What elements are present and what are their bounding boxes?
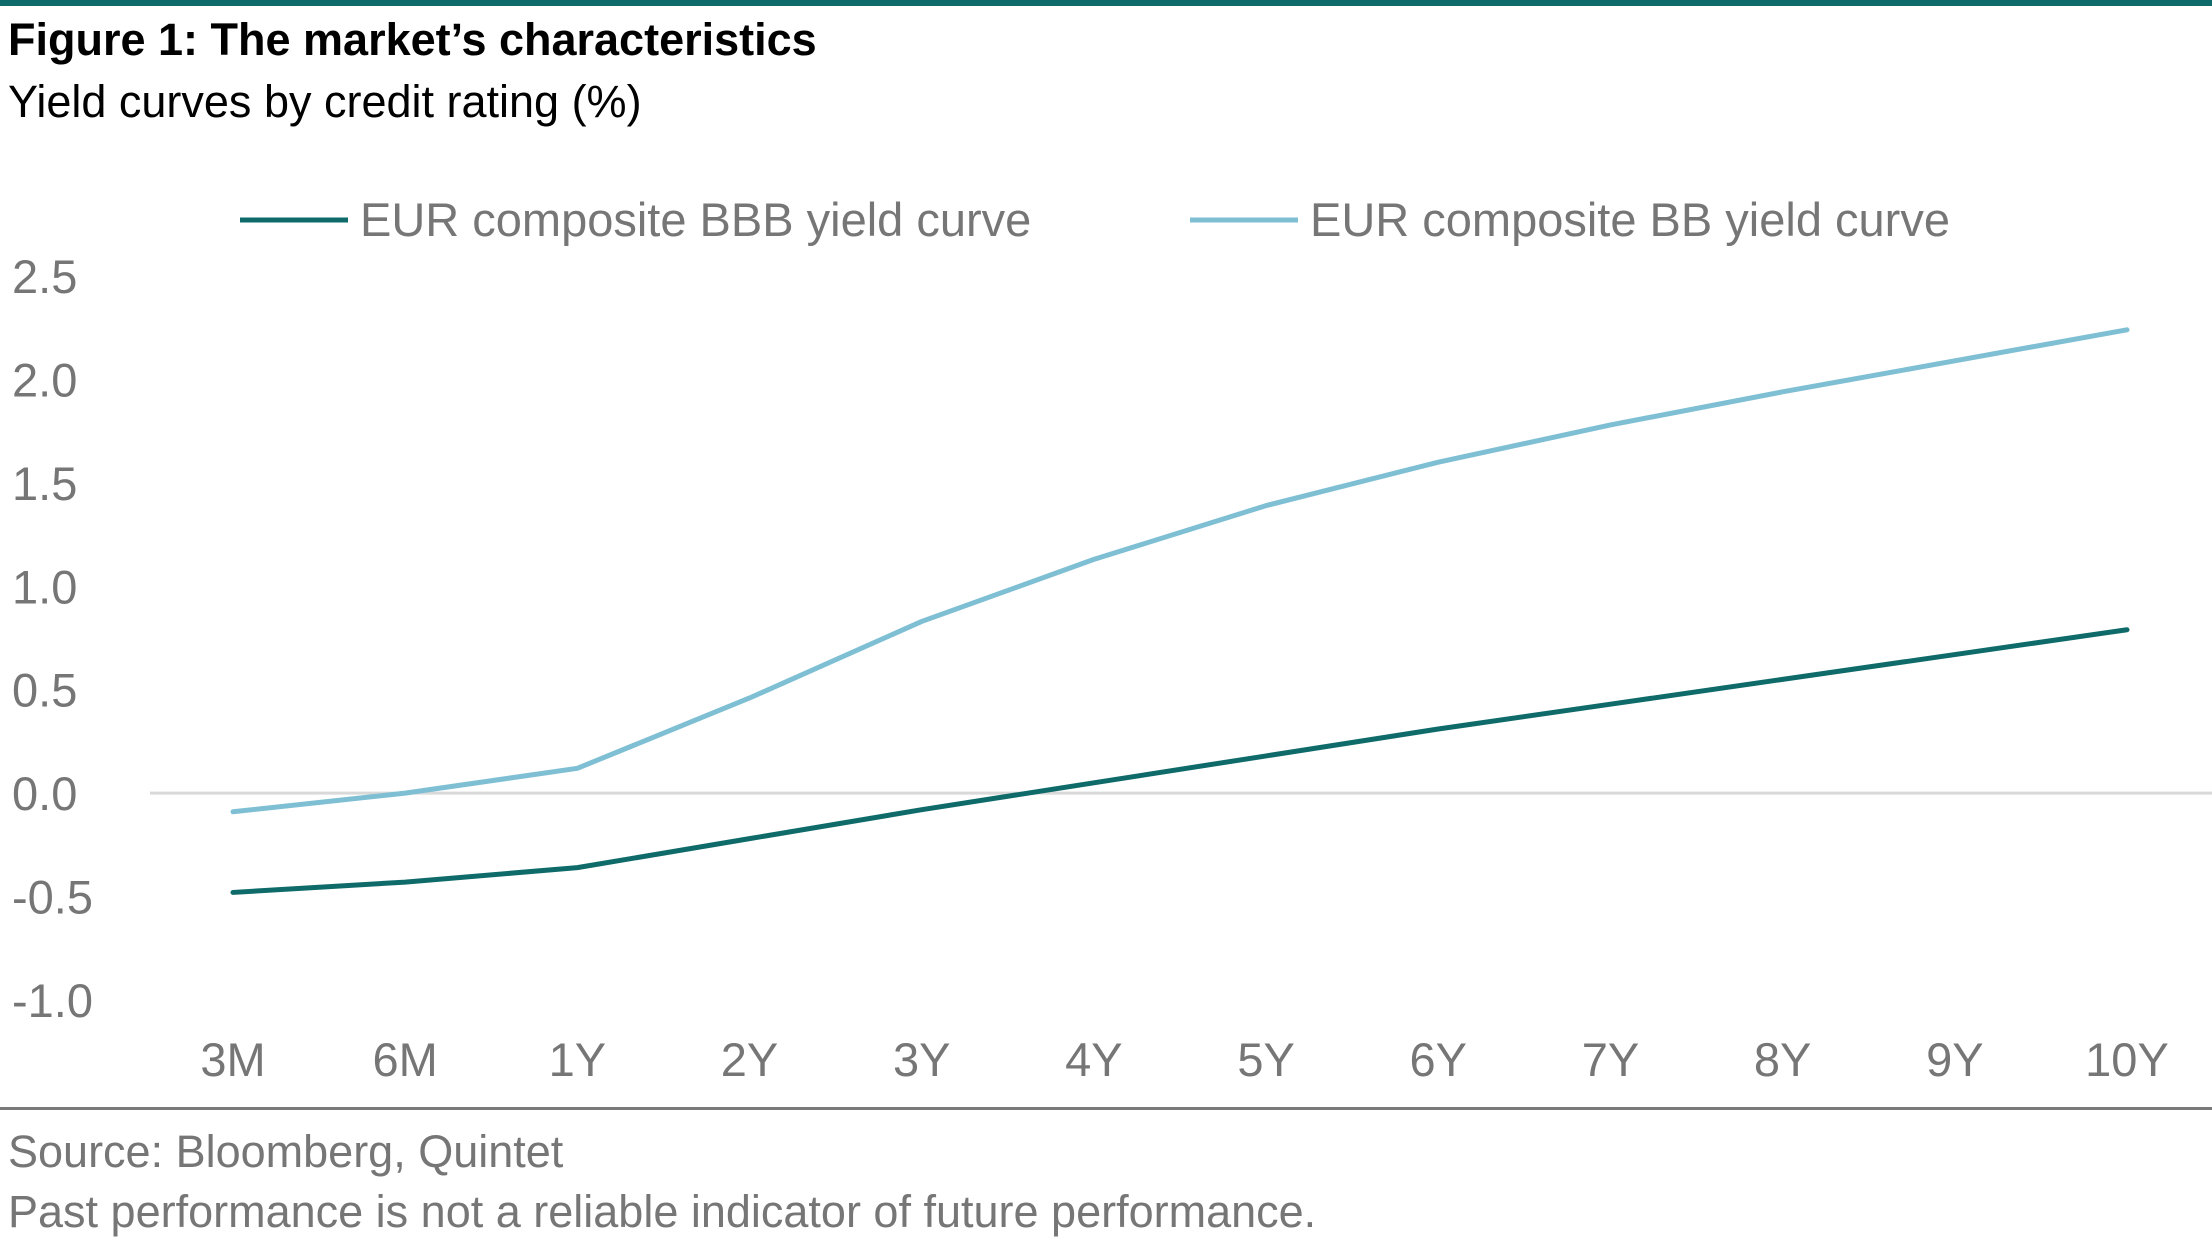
data-point-bb <box>2123 326 2131 334</box>
x-tick-label: 6M <box>373 1033 438 1086</box>
y-tick-label: 0.5 <box>12 664 77 717</box>
data-point-bb <box>1090 555 1098 563</box>
data-point-bb <box>1434 458 1442 466</box>
data-point-bbb <box>2123 626 2131 634</box>
y-axis-tick-labels: 2.5 2.0 1.5 1.0 0.5 0.0 -0.5 -1.0 <box>12 250 93 1027</box>
top-accent-rule <box>0 0 2212 6</box>
x-tick-label: 3M <box>200 1033 265 1086</box>
source-note: Source: Bloomberg, Quintet <box>8 1126 564 1177</box>
data-point-bbb <box>918 806 926 814</box>
x-tick-label: 1Y <box>549 1033 607 1086</box>
data-point-bbb <box>1262 752 1270 760</box>
series-lines <box>229 326 2131 896</box>
data-point-bbb <box>1606 700 1614 708</box>
data-point-bbb <box>1090 779 1098 787</box>
data-point-bb <box>401 789 409 797</box>
data-point-bb <box>1262 502 1270 510</box>
data-point-bb <box>1606 421 1614 429</box>
yield-curve-chart: EUR composite BBB yield curve EUR composi… <box>12 193 2212 1086</box>
x-tick-label: 8Y <box>1754 1033 1812 1086</box>
series-line-bb <box>230 327 2130 815</box>
data-point-bbb <box>573 864 581 872</box>
series-line-bbb <box>230 627 2130 895</box>
y-tick-label: 2.0 <box>12 353 77 406</box>
y-tick-label: 2.5 <box>12 250 77 303</box>
x-tick-label: 3Y <box>893 1033 951 1086</box>
y-tick-label: 1.5 <box>12 457 77 510</box>
figure-subtitle: Yield curves by credit rating (%) <box>8 76 642 127</box>
y-tick-label: -0.5 <box>12 871 93 924</box>
x-tick-label: 4Y <box>1065 1033 1123 1086</box>
data-point-bbb <box>1779 675 1787 683</box>
data-point-bb <box>573 764 581 772</box>
data-point-bb <box>1951 357 1959 365</box>
y-tick-label: -1.0 <box>12 974 93 1027</box>
data-point-bb <box>1779 388 1787 396</box>
x-tick-label: 7Y <box>1582 1033 1640 1086</box>
x-tick-label: 9Y <box>1926 1033 1984 1086</box>
disclaimer-note: Past performance is not a reliable indic… <box>8 1186 1317 1237</box>
y-tick-label: 1.0 <box>12 560 77 613</box>
x-axis-tick-labels: 3M 6M 1Y 2Y 3Y 4Y 5Y 6Y 7Y 8Y 9Y 10Y <box>200 1033 2168 1086</box>
data-point-bbb <box>746 835 754 843</box>
data-point-bbb <box>1951 651 1959 659</box>
x-tick-label: 5Y <box>1237 1033 1295 1086</box>
x-tick-label: 10Y <box>2085 1033 2169 1086</box>
y-tick-label: 0.0 <box>12 767 77 820</box>
data-point-bbb <box>401 878 409 886</box>
bottom-divider <box>0 1107 2212 1110</box>
data-point-bb <box>918 617 926 625</box>
x-tick-label: 2Y <box>721 1033 779 1086</box>
legend-label-bbb: EUR composite BBB yield curve <box>360 193 1031 246</box>
figure-title: Figure 1: The market’s characteristics <box>8 14 817 65</box>
x-tick-label: 6Y <box>1410 1033 1468 1086</box>
chart-legend: EUR composite BBB yield curve EUR composi… <box>240 193 1950 246</box>
data-point-bbb <box>1434 725 1442 733</box>
data-point-bb <box>746 694 754 702</box>
data-point-bb <box>229 808 237 816</box>
legend-label-bb: EUR composite BB yield curve <box>1310 193 1950 246</box>
data-point-bbb <box>229 888 237 896</box>
